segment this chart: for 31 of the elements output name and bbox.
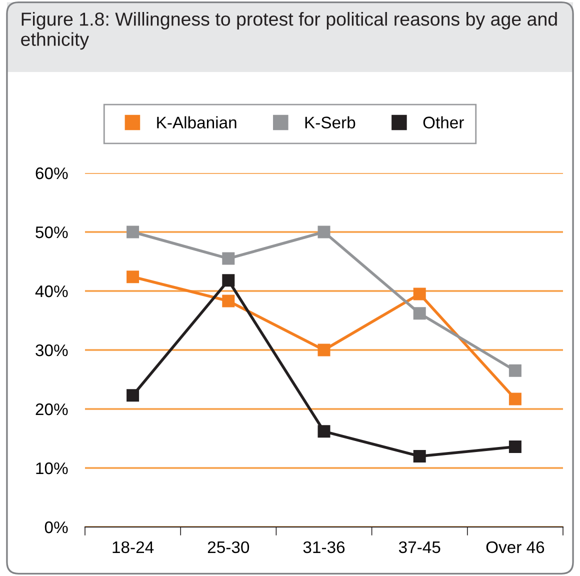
x-tick-label: Over 46: [486, 541, 544, 554]
x-tick-label: 25-30: [208, 541, 250, 554]
x-tick-label: 18-24: [112, 541, 154, 554]
legend-label: Other: [423, 116, 464, 128]
point: [318, 425, 330, 438]
point: [508, 392, 522, 406]
x-tick-label: 37-45: [398, 541, 440, 554]
point: [126, 226, 140, 238]
point: [413, 288, 426, 300]
y-tick-label: 60%: [36, 167, 68, 180]
legend-label: K-Serb: [305, 116, 356, 128]
point: [508, 364, 522, 377]
y-tick-label: 10%: [36, 462, 68, 474]
y-tick-label: 50%: [36, 226, 68, 238]
y-tick-label: 0%: [44, 521, 68, 534]
legend-label: K-Albanian: [157, 116, 236, 128]
y-tick-label: 20%: [36, 403, 68, 416]
point: [318, 226, 330, 238]
point: [508, 440, 522, 454]
point: [222, 294, 235, 308]
chart-title: Figure 1.8: Willingness to protest for political reasons by age and ethnicity: [21, 12, 557, 50]
y-tick-label: 30%: [36, 344, 68, 356]
point: [126, 270, 140, 284]
point: [222, 252, 235, 265]
point: [318, 344, 330, 356]
point: [222, 274, 235, 287]
point: [413, 307, 426, 320]
point: [413, 450, 426, 462]
point: [126, 389, 140, 402]
x-tick-label: 31-36: [303, 541, 345, 554]
y-tick-label: 40%: [35, 285, 68, 298]
